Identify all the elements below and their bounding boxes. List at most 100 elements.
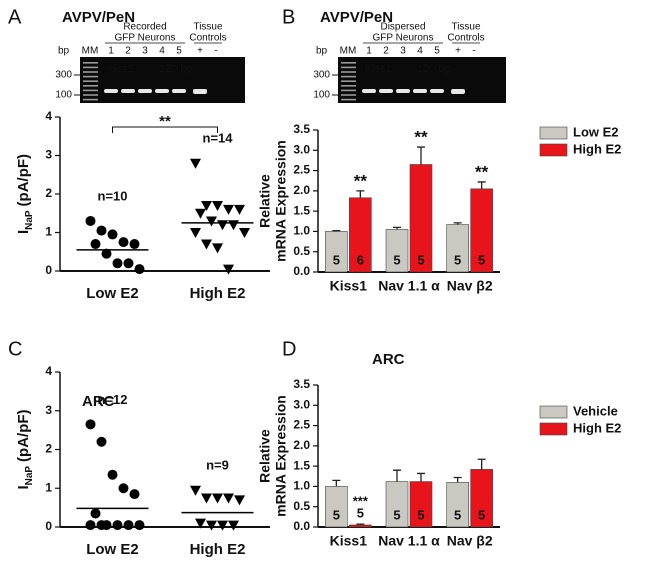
gel-lane-label: + — [455, 46, 461, 57]
n-label: 5 — [478, 507, 485, 522]
error-bar — [356, 523, 365, 525]
gel-controls: Controls — [447, 33, 484, 44]
data-point — [195, 518, 206, 529]
legend-swatch — [539, 405, 568, 419]
y-tick-label: 0.5 — [293, 499, 310, 513]
gel-header: Dispersed — [380, 22, 425, 33]
gel-band — [172, 89, 186, 93]
n-label: 5 — [333, 252, 340, 267]
ladder-band — [83, 75, 98, 78]
y-tick-label: 0 — [45, 263, 52, 277]
y-axis-label-part: (pA/pF) — [15, 154, 32, 206]
y-axis-label: Relative — [257, 429, 273, 483]
gel-band — [396, 89, 410, 93]
data-point — [190, 158, 201, 169]
ladder-band — [83, 71, 98, 73]
n-label: 5 — [454, 507, 461, 522]
data-point — [129, 489, 140, 500]
gel-controls: Tissue — [451, 22, 481, 33]
data-point — [212, 201, 223, 212]
y-tick-label: 1 — [45, 480, 52, 494]
error-bar — [356, 190, 365, 198]
n-label: n=9 — [206, 458, 229, 473]
gel-band — [430, 89, 444, 93]
gel-band — [379, 89, 393, 93]
gel-lane-label: + — [197, 46, 203, 57]
y-tick-label: 1.0 — [293, 479, 310, 493]
y-axis-label-part: I — [15, 230, 32, 234]
data-point — [96, 520, 107, 531]
gel-lane-label: 5 — [176, 46, 182, 57]
y-tick-label: 1.0 — [293, 224, 310, 238]
data-point — [223, 493, 234, 504]
data-point — [118, 483, 129, 494]
data-point — [201, 493, 212, 504]
significance: ** — [354, 171, 368, 190]
gel-band — [413, 89, 427, 93]
data-point — [123, 258, 134, 269]
gel-lane-label: 4 — [159, 46, 165, 57]
n-label: 5 — [478, 252, 485, 267]
ladder-band — [83, 94, 98, 96]
gel-band — [138, 89, 152, 93]
legend-label: Vehicle — [573, 403, 618, 418]
y-axis-label: mRNA Expression — [273, 395, 289, 517]
chart-title: ARC — [82, 393, 115, 410]
n-label: n=10 — [98, 188, 128, 203]
gel-marker: 100 — [313, 90, 330, 101]
data-point — [228, 220, 239, 231]
data-point — [234, 204, 245, 215]
data-point — [201, 201, 212, 212]
y-tick-label: 4 — [45, 364, 52, 378]
ladder-band — [83, 62, 98, 64]
gel-lane-label: 5 — [434, 46, 440, 57]
data-point — [107, 469, 118, 480]
gel-header: Recorded — [123, 22, 166, 33]
y-tick-label: 3 — [45, 403, 52, 417]
x-tick-label: Kiss1 — [330, 278, 368, 294]
gel — [80, 57, 245, 103]
ladder-band — [341, 62, 356, 64]
legend-swatch — [539, 143, 568, 157]
gel-band — [121, 89, 135, 93]
y-tick-label: 4 — [45, 109, 52, 123]
error-bar — [332, 479, 341, 487]
y-tick-label: 2.0 — [293, 438, 310, 452]
gel-title: AVPV/PeN — [320, 9, 393, 26]
panel-letter: D — [282, 338, 296, 360]
y-tick-label: 2.5 — [293, 163, 310, 177]
gel-header: GFP Neurons — [115, 33, 176, 44]
data-point — [223, 204, 234, 215]
error-bar — [453, 222, 462, 225]
y-tick-label: 2.5 — [293, 418, 310, 432]
gel-lane-label: - — [472, 46, 475, 57]
y-tick-label: 0.5 — [293, 244, 310, 258]
x-tick-label: Nav β2 — [447, 278, 493, 294]
legend-label: Low E2 — [573, 124, 619, 139]
gel-band — [362, 89, 376, 93]
n-label: n=14 — [203, 131, 234, 146]
y-axis-label-part: NaP — [24, 210, 35, 230]
n-label: 5 — [454, 252, 461, 267]
gel-gene: Kiss1 — [365, 63, 392, 75]
gel-lane-label: 3 — [400, 46, 406, 57]
gel-size: 120 bp — [417, 63, 451, 75]
y-tick-label: 3.5 — [293, 122, 310, 136]
n-label: 5 — [417, 507, 424, 522]
x-tick-label: Nav 1.1 α — [378, 278, 440, 294]
data-point — [212, 243, 223, 254]
data-point — [134, 264, 145, 275]
error-bar — [393, 469, 401, 482]
gel-bp: bp — [58, 46, 70, 57]
y-axis-label: INaP (pA/pF) — [15, 409, 35, 489]
bar — [349, 524, 372, 528]
ladder-band — [83, 80, 98, 82]
gel-marker: 300 — [313, 70, 330, 81]
ladder-band — [341, 66, 356, 69]
y-tick-label: 1.5 — [293, 203, 310, 217]
data-point — [217, 520, 228, 531]
data-point — [123, 520, 134, 531]
y-tick-label: 1.5 — [293, 458, 310, 472]
data-point — [201, 239, 212, 250]
error-bar — [477, 181, 486, 189]
